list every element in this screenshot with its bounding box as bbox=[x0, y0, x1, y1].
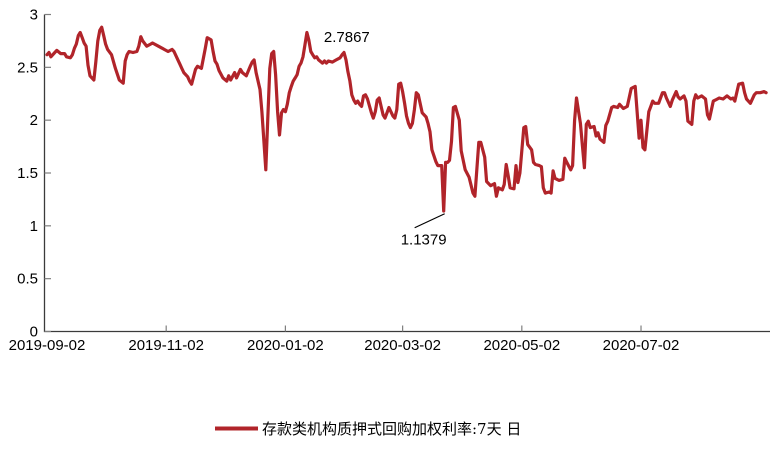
max-value-annotation: 2.7867 bbox=[324, 29, 370, 46]
min-annotation-leader-line bbox=[414, 213, 445, 229]
x-tick-label: 2020-07-02 bbox=[603, 337, 680, 354]
axes bbox=[43, 13, 770, 333]
series-line bbox=[45, 25, 768, 213]
x-tick-label: 2020-03-02 bbox=[364, 337, 441, 354]
y-tick-label: 1.5 bbox=[17, 165, 38, 182]
x-tick-label: 2019-09-02 bbox=[9, 337, 86, 354]
legend-label: 存款类机构质押式回购加权利率:7天 日 bbox=[262, 420, 521, 438]
y-tick-label: 0 bbox=[30, 324, 38, 341]
axis-labels: 0 0.5 1 1.5 2 2.5 3 2019-09-02 2019-11-02 2020-01… bbox=[9, 7, 680, 355]
y-tick-label: 2 bbox=[30, 112, 38, 129]
legend: 存款类机构质押式回购加权利率:7天 日 bbox=[215, 420, 521, 438]
annotations-group: 2.7867 1.1379 bbox=[324, 29, 447, 248]
x-tick-label: 2020-05-02 bbox=[483, 337, 560, 354]
min-value-annotation: 1.1379 bbox=[401, 231, 447, 248]
y-tick-label: 2.5 bbox=[17, 59, 38, 76]
x-tick-label: 2019-11-02 bbox=[128, 337, 204, 354]
y-tick-label: 1 bbox=[30, 218, 38, 235]
series-group bbox=[45, 25, 768, 213]
axis-lines bbox=[43, 14, 770, 333]
y-tick-label: 0.5 bbox=[17, 271, 38, 288]
y-tick-label: 3 bbox=[30, 7, 38, 24]
x-tick-label: 2020-01-02 bbox=[247, 337, 324, 354]
